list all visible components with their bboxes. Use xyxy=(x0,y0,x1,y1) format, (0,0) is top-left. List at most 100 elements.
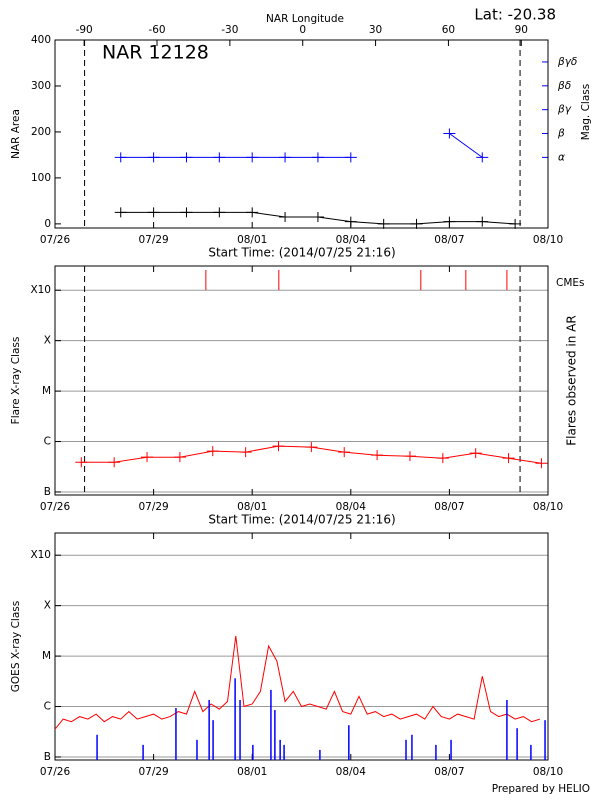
x2-tick-label: 60 xyxy=(442,24,455,36)
point-marker xyxy=(173,452,186,463)
y2-tick-label: βγ xyxy=(557,104,572,116)
y-axis-title: NAR Area xyxy=(10,109,22,159)
y-tick-label: 200 xyxy=(31,126,51,138)
y2-tick-label: β xyxy=(557,128,565,140)
y-axis-title: Flare X-ray Class xyxy=(10,337,22,425)
y-tick-label: 300 xyxy=(31,80,51,92)
point-marker xyxy=(469,448,482,459)
latitude: Lat: -20.38 xyxy=(474,6,556,24)
point-marker xyxy=(344,152,357,163)
point-marker xyxy=(410,218,423,229)
point-marker xyxy=(305,442,318,453)
series-line xyxy=(54,635,540,730)
y-tick-label: 100 xyxy=(31,172,51,184)
x-tick-label: 07/26 xyxy=(40,234,71,246)
x-tick-label: 07/29 xyxy=(138,501,168,513)
x-tick-label: 08/04 xyxy=(336,234,367,246)
point-marker xyxy=(213,207,226,218)
point-marker xyxy=(443,128,456,139)
panel-title: NAR 12128 xyxy=(102,42,209,64)
point-marker xyxy=(147,152,160,163)
event-label: CMEs xyxy=(556,277,585,289)
x-tick-label: 07/29 xyxy=(138,234,168,246)
y-tick-label: 0 xyxy=(44,218,51,230)
y-tick-label: X xyxy=(44,600,51,612)
point-marker xyxy=(206,446,219,457)
x-tick-label: 08/01 xyxy=(237,234,267,246)
point-marker xyxy=(311,211,324,222)
point-marker xyxy=(502,453,515,464)
x2-tick-label: -90 xyxy=(76,24,93,36)
point-marker xyxy=(279,211,292,222)
point-marker xyxy=(75,457,88,468)
y2-tick-label: βγδ xyxy=(557,56,577,68)
y-tick-label: M xyxy=(42,650,51,662)
point-marker xyxy=(141,452,154,463)
x-tick-label: 07/26 xyxy=(40,501,71,513)
footer: Prepared by HELIO xyxy=(492,783,590,795)
point-marker xyxy=(377,218,390,229)
x2-tick-label: -30 xyxy=(221,24,238,36)
point-marker xyxy=(108,457,121,468)
point-marker xyxy=(114,207,127,218)
y-tick-label: 400 xyxy=(31,34,51,46)
x2-tick-label: 90 xyxy=(515,24,528,36)
point-marker xyxy=(476,152,489,163)
y-tick-label: C xyxy=(44,701,51,713)
x2-tick-label: 0 xyxy=(299,24,306,36)
x-tick-label: 08/10 xyxy=(533,501,563,513)
point-marker xyxy=(180,207,193,218)
x-tick-label: 08/01 xyxy=(237,501,267,513)
point-marker xyxy=(311,152,324,163)
x-tick-label: 08/07 xyxy=(434,501,464,513)
x-axis-title: Start Time: (2014/07/25 21:16) xyxy=(208,513,395,527)
y2-axis-title: Mag. Class xyxy=(580,84,592,140)
x2-axis-title: NAR Longitude xyxy=(266,13,344,25)
y2-tick-label: βδ xyxy=(557,80,571,92)
x-tick-label: 08/01 xyxy=(237,766,267,778)
y-tick-label: X10 xyxy=(30,549,51,561)
point-marker xyxy=(344,216,357,227)
point-marker xyxy=(246,152,259,163)
point-marker xyxy=(239,447,252,458)
y-tick-label: B xyxy=(44,486,51,498)
y2-axis-title: Flares observed in AR xyxy=(565,315,579,445)
x2-tick-label: 30 xyxy=(369,24,382,36)
y-tick-label: M xyxy=(42,385,51,397)
plot-frame xyxy=(54,532,549,761)
x2-tick-label: -60 xyxy=(148,24,165,36)
point-marker xyxy=(436,453,449,464)
point-marker xyxy=(147,207,160,218)
y-tick-label: B xyxy=(44,751,51,763)
x-tick-label: 08/04 xyxy=(336,501,367,513)
y-tick-label: C xyxy=(44,436,51,448)
point-marker xyxy=(403,451,416,462)
point-marker xyxy=(272,441,285,452)
point-marker xyxy=(443,216,456,227)
plot-frame xyxy=(54,265,549,496)
y-tick-label: X10 xyxy=(30,284,51,296)
x-tick-label: 08/07 xyxy=(434,766,464,778)
x-tick-label: 07/29 xyxy=(138,766,168,778)
point-marker xyxy=(279,152,292,163)
y-tick-label: X xyxy=(44,335,51,347)
x-tick-label: 08/10 xyxy=(533,766,563,778)
point-marker xyxy=(476,216,489,227)
y2-tick-label: α xyxy=(558,151,565,163)
point-marker xyxy=(180,152,193,163)
plot-frame xyxy=(54,39,549,229)
point-marker xyxy=(114,152,127,163)
point-marker xyxy=(371,450,384,461)
point-marker xyxy=(509,218,522,229)
point-marker xyxy=(213,152,226,163)
x-tick-label: 07/26 xyxy=(40,766,71,778)
x-tick-label: 08/07 xyxy=(434,234,464,246)
y-axis-title: GOES X-ray Class xyxy=(10,601,22,692)
x-tick-label: 08/10 xyxy=(533,234,563,246)
point-marker xyxy=(338,447,351,458)
point-marker xyxy=(246,207,259,218)
series-line xyxy=(120,133,483,158)
point-marker xyxy=(535,458,548,469)
